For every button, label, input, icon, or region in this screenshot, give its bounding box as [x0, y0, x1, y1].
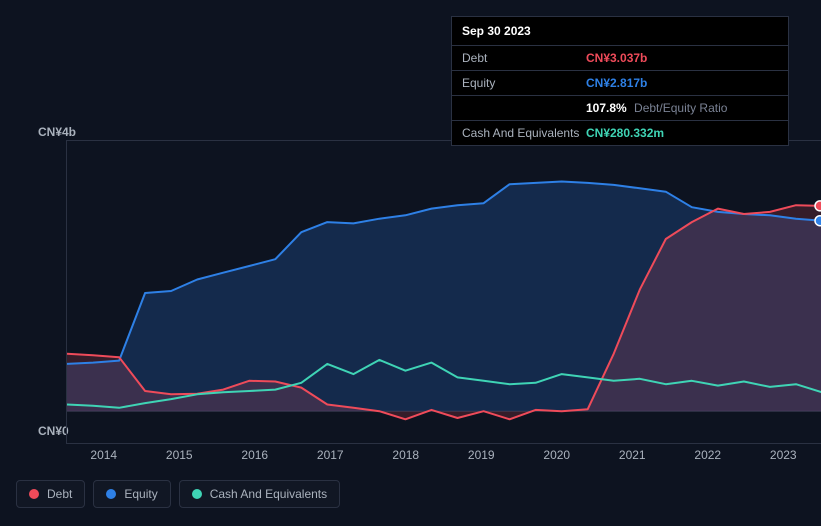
x-tick: 2015 [142, 448, 218, 462]
x-axis-labels: 2014 2015 2016 2017 2018 2019 2020 2021 … [66, 448, 821, 462]
chart-svg [67, 141, 821, 445]
legend-swatch-icon [192, 489, 202, 499]
financial-chart: Sep 30 2023 Debt CN¥3.037b Equity CN¥2.8… [16, 0, 805, 444]
legend-item-cash[interactable]: Cash And Equivalents [179, 480, 340, 508]
legend-swatch-icon [106, 489, 116, 499]
plot-area[interactable] [66, 140, 821, 444]
chart-tooltip: Sep 30 2023 Debt CN¥3.037b Equity CN¥2.8… [451, 16, 789, 146]
x-tick: 2016 [217, 448, 293, 462]
y-axis-zero-label: CN¥0 [38, 424, 69, 438]
x-tick: 2021 [595, 448, 671, 462]
legend-item-debt[interactable]: Debt [16, 480, 85, 508]
tooltip-value: CN¥280.332m [586, 126, 664, 140]
x-tick: 2019 [444, 448, 520, 462]
tooltip-value: CN¥3.037b [586, 51, 647, 65]
x-tick: 2014 [66, 448, 142, 462]
x-tick: 2018 [368, 448, 444, 462]
x-tick: 2017 [293, 448, 369, 462]
tooltip-label: Debt [462, 51, 586, 65]
tooltip-value: CN¥2.817b [586, 76, 647, 90]
x-tick: 2022 [670, 448, 746, 462]
legend-swatch-icon [29, 489, 39, 499]
tooltip-row-debt: Debt CN¥3.037b [452, 46, 788, 71]
tooltip-label: Equity [462, 76, 586, 90]
tooltip-sub: Debt/Equity Ratio [634, 101, 727, 115]
x-tick: 2023 [746, 448, 821, 462]
tooltip-row-equity: Equity CN¥2.817b [452, 71, 788, 96]
legend-label: Equity [124, 487, 157, 501]
tooltip-row-ratio: 107.8% Debt/Equity Ratio [452, 96, 788, 121]
tooltip-value: 107.8% [586, 101, 627, 115]
tooltip-row-cash: Cash And Equivalents CN¥280.332m [452, 121, 788, 145]
legend-label: Cash And Equivalents [210, 487, 327, 501]
tooltip-label: Cash And Equivalents [462, 126, 586, 140]
legend-item-equity[interactable]: Equity [93, 480, 170, 508]
y-axis-max-label: CN¥4b [38, 125, 76, 139]
tooltip-date: Sep 30 2023 [452, 17, 788, 46]
legend-label: Debt [47, 487, 72, 501]
chart-legend: Debt Equity Cash And Equivalents [16, 480, 340, 508]
tooltip-label [462, 101, 586, 115]
x-tick: 2020 [519, 448, 595, 462]
